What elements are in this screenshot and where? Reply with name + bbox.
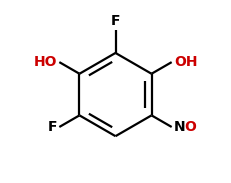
Text: F: F	[111, 14, 120, 28]
Text: N: N	[174, 120, 186, 134]
Text: O: O	[185, 120, 196, 134]
Text: HO: HO	[33, 55, 57, 69]
Text: OH: OH	[174, 55, 198, 69]
Text: F: F	[47, 120, 57, 134]
